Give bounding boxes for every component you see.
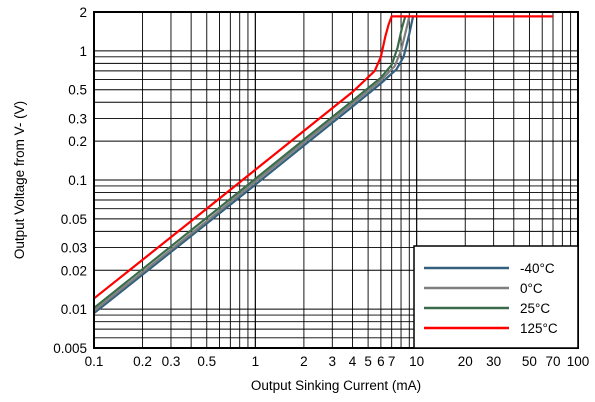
series-line (93, 16, 415, 315)
series-line (93, 15, 554, 300)
x-tick-label: 4 (349, 354, 357, 369)
y-tick-label: 0.1 (68, 173, 87, 188)
x-tick-label: 1 (252, 354, 260, 369)
x-tick-label: 0.3 (162, 354, 181, 369)
x-tick-label: 0.2 (133, 354, 152, 369)
x-axis-title: Output Sinking Current (mA) (251, 378, 421, 393)
y-tick-label: 0.05 (61, 212, 87, 227)
x-tick-label: 7 (388, 354, 396, 369)
x-tick-label: 50 (522, 354, 537, 369)
legend-label: 25°C (520, 301, 550, 316)
plot-frame (93, 11, 579, 349)
x-tick-label: 5 (364, 354, 372, 369)
y-tick-label: 0.3 (68, 111, 87, 126)
y-tick-label: 0.03 (61, 241, 87, 256)
y-tick-label: 1 (79, 44, 87, 59)
x-tick-label: 0.1 (85, 354, 104, 369)
legend-label: 0°C (520, 281, 543, 296)
x-tick-label: 0.5 (197, 354, 216, 369)
y-tick-label: 0.5 (68, 83, 87, 98)
x-tick-label: 2 (300, 354, 308, 369)
legend-label: -40°C (520, 261, 555, 276)
x-tick-label: 100 (567, 354, 590, 369)
x-tick-label: 70 (545, 354, 560, 369)
y-tick-label: 2 (79, 5, 87, 20)
y-axis-title: Output Voltage from V- (V) (12, 101, 27, 259)
x-tick-label: 3 (329, 354, 337, 369)
series-line (93, 16, 411, 312)
legend-box (413, 245, 579, 349)
legend-label: 125°C (520, 321, 558, 336)
y-tick-label: 0.005 (53, 341, 87, 356)
series-layer (93, 15, 554, 315)
legend: -40°C 0°C 25°C 125°C (413, 245, 579, 349)
x-tick-label: 20 (458, 354, 473, 369)
x-tick-label: 30 (486, 354, 501, 369)
y-tick-label: 0.2 (68, 134, 87, 149)
tick-labels: 0.1 0.2 0.3 0.5 1 2 3 4 5 6 7 10 20 30 50 70 100 0.005 0.0… (53, 5, 589, 369)
series-line (93, 16, 407, 309)
x-tick-label: 6 (377, 354, 385, 369)
y-tick-label: 0.01 (61, 302, 87, 317)
y-tick-label: 0.02 (61, 263, 87, 278)
x-tick-label: 10 (409, 354, 424, 369)
